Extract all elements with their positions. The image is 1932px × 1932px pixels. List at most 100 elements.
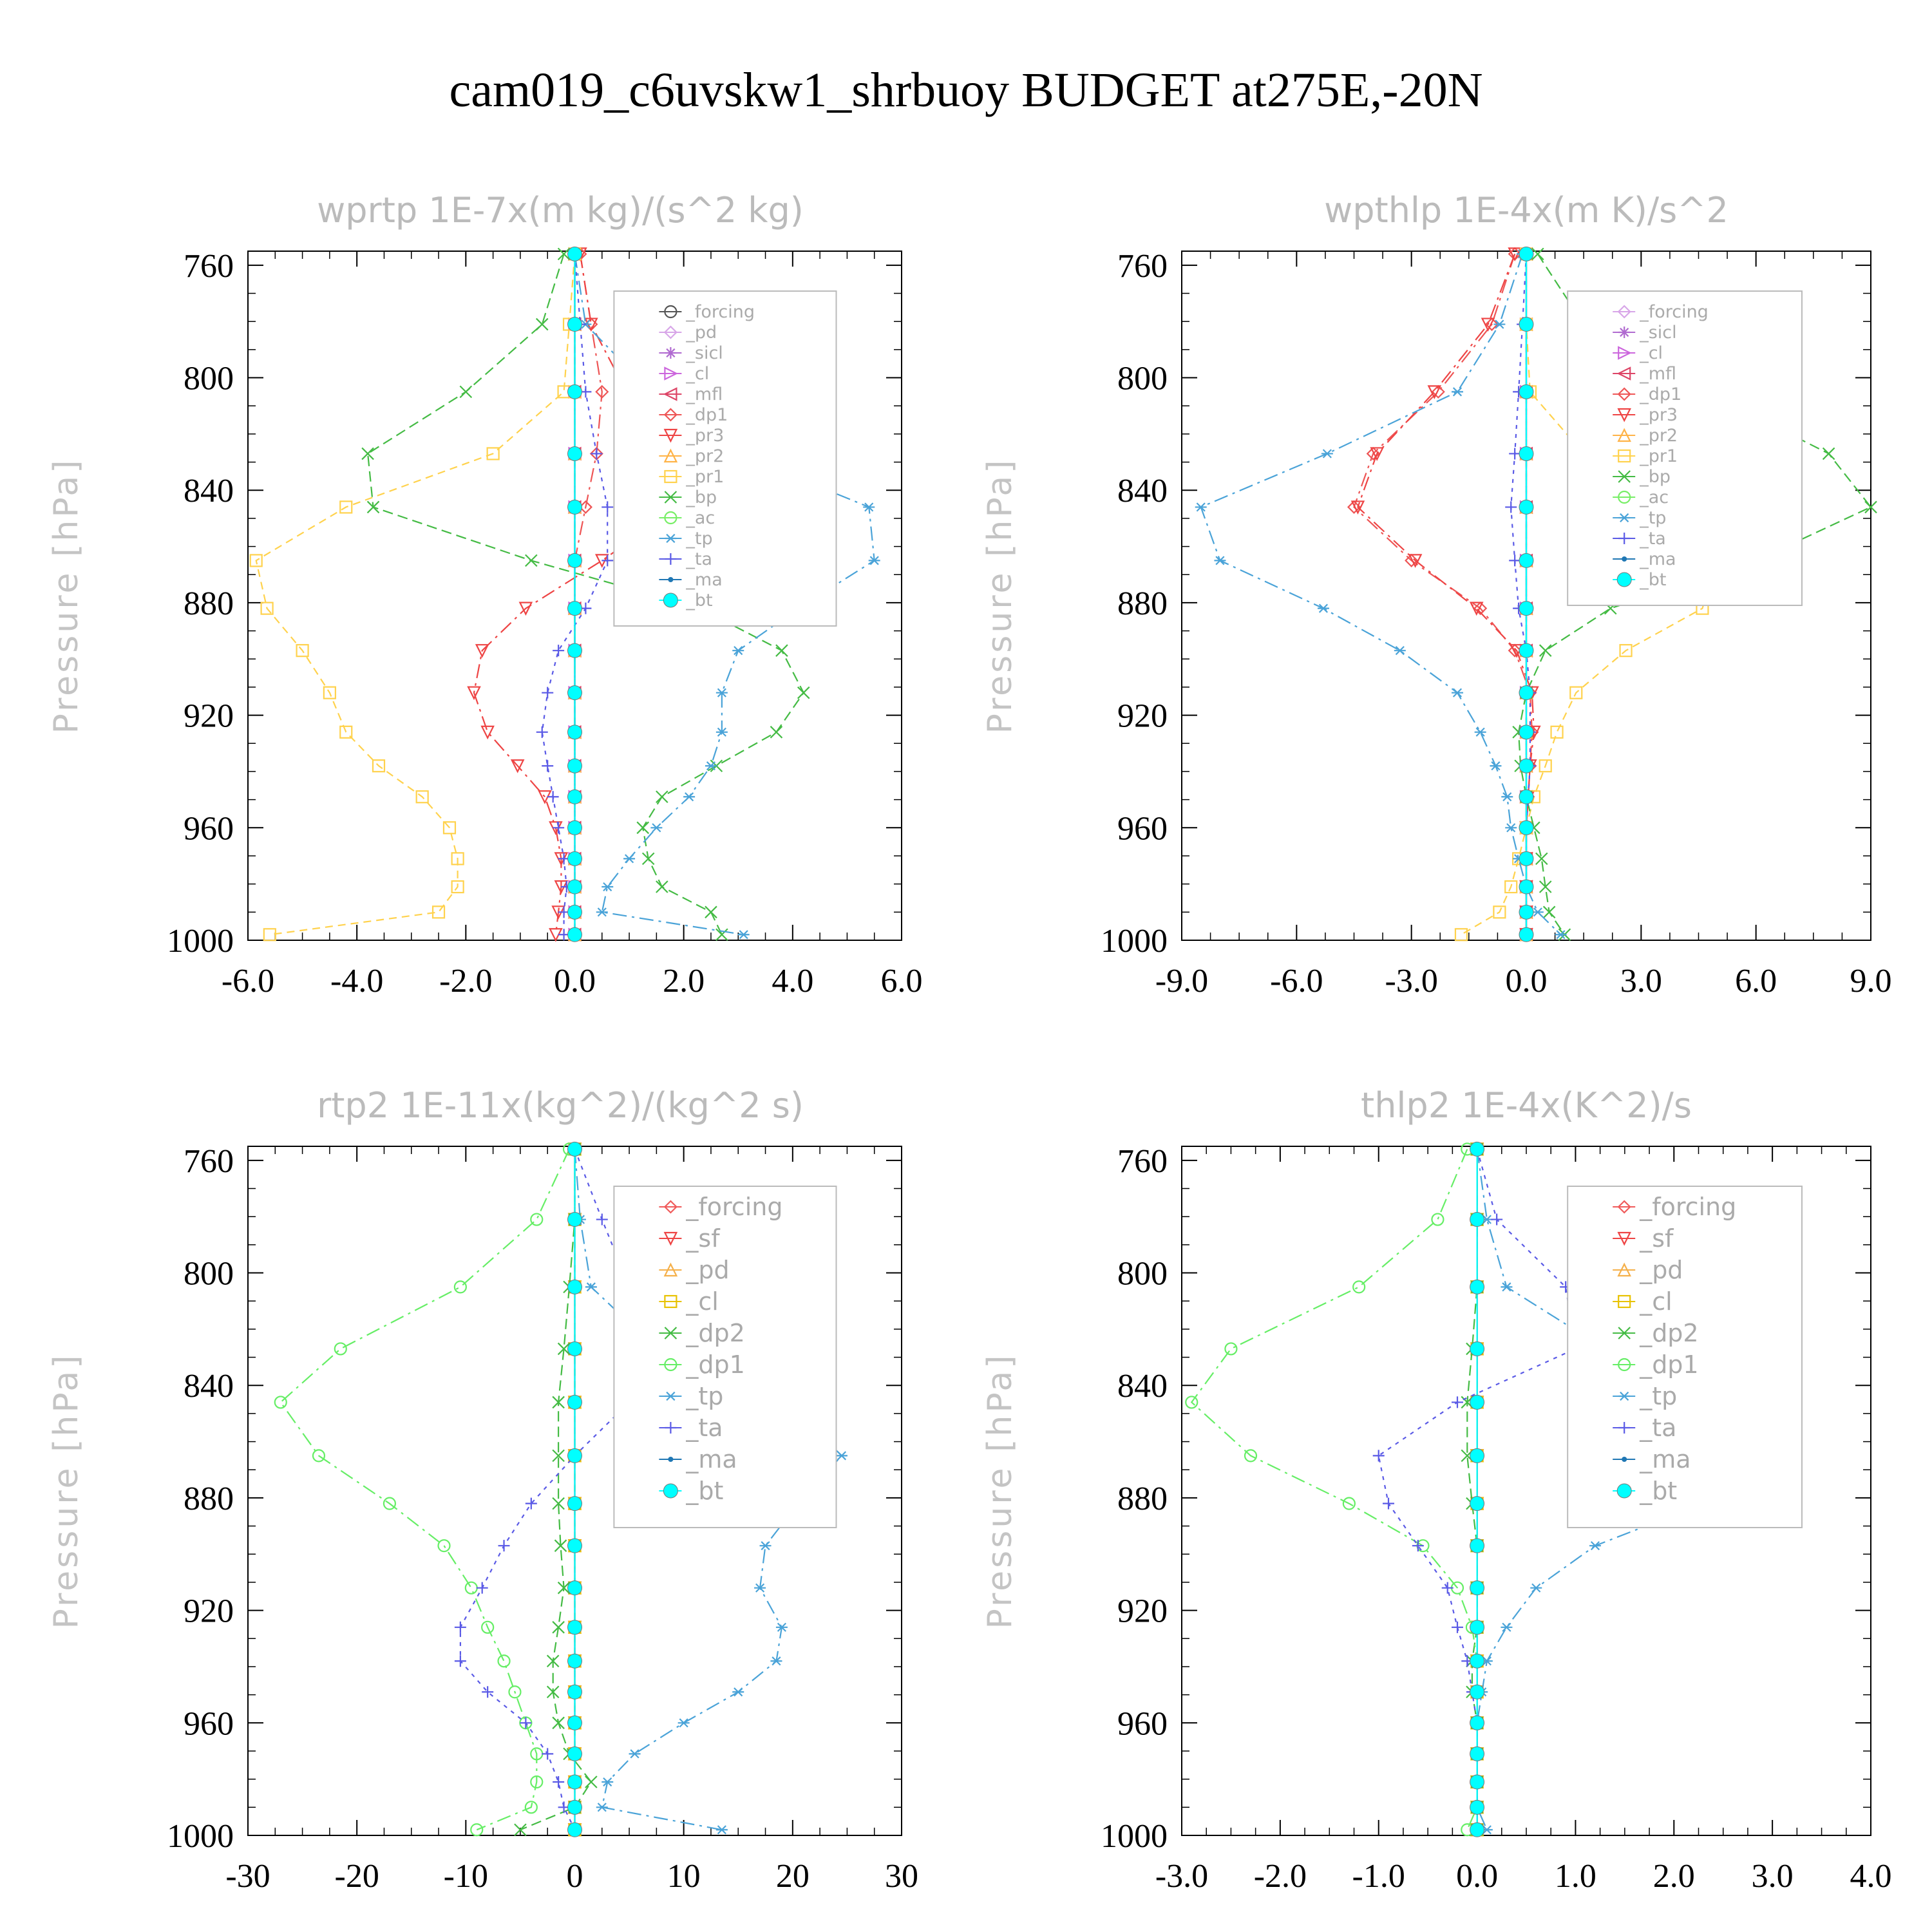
point_dp1-marker [497, 1654, 511, 1668]
x-tick-label: -2.0 [1254, 1858, 1307, 1895]
point_bt-marker [567, 1448, 582, 1463]
point_dp1-marker [312, 1449, 326, 1463]
legend-marker [1618, 533, 1631, 544]
point_dp2-marker [552, 1396, 565, 1409]
point_ta-marker [1452, 1396, 1463, 1408]
point_bp-marker [775, 644, 788, 657]
legend-label: _mfl [1639, 364, 1676, 384]
series_dp1 [1347, 247, 1539, 942]
legend-marker [664, 511, 677, 525]
point_dp1-marker [1405, 553, 1419, 567]
legend: _forcing _sf _pd _cl _dp2 _dp1 _tp _ta _ma _bt [613, 1186, 837, 1528]
point_bt-marker [1470, 1822, 1485, 1837]
point_tp-marker [683, 792, 696, 802]
legend-marker [1617, 1231, 1631, 1246]
series_ta [1505, 248, 1536, 941]
point_tp-marker [835, 1451, 848, 1461]
x-tick-label: 2.0 [663, 963, 705, 999]
point_tp-marker [596, 907, 608, 917]
panel-title: wprtp 1E-7x(m kg)/(s^2 kg) [317, 190, 804, 231]
point_ta-marker [601, 501, 614, 513]
series-line_pr1 [1461, 254, 1719, 936]
point_dp1-marker [1224, 1342, 1238, 1356]
legend-label: _ta [1639, 1414, 1676, 1442]
point_bp-marker [715, 928, 728, 942]
point_ta-marker [1509, 448, 1521, 460]
y-tick-label: 760 [1117, 1143, 1168, 1180]
point_ta-marker [1441, 1582, 1454, 1594]
point_bt-marker [1470, 1580, 1485, 1596]
point_bp-marker [1539, 644, 1552, 657]
legend-label: _ta [685, 1414, 723, 1442]
point_ta-marker [1505, 501, 1517, 513]
legend-marker [1622, 556, 1627, 562]
point_pr1-marker [415, 790, 429, 804]
y-axis-label: Pressure [hPa] [981, 1353, 1019, 1629]
point_tp-marker [732, 1687, 744, 1697]
legend-marker [1618, 1422, 1631, 1434]
point_tp-marker [715, 727, 728, 737]
point_bt-marker [1519, 820, 1534, 835]
point_bt-marker [567, 1580, 582, 1596]
legend-label: _dp1 [1639, 1350, 1698, 1379]
point_ta-marker [542, 760, 554, 772]
point_dp1-marker [1352, 1280, 1366, 1294]
legend-label: _ma [1639, 549, 1676, 569]
point_bp-marker [636, 821, 650, 835]
legend-marker [663, 1200, 677, 1214]
y-tick-label: 920 [1117, 698, 1168, 735]
point_tp-marker [596, 1803, 608, 1812]
point_bt-marker [1470, 1684, 1485, 1700]
legend-label: _cl [1639, 343, 1663, 363]
point_pr1-marker [339, 725, 353, 739]
point_ta-marker [536, 726, 548, 738]
point_bt-marker [567, 685, 582, 701]
point_bt-marker [1470, 1341, 1485, 1356]
point_dp1-marker [530, 1775, 544, 1789]
point_bp-marker [1542, 905, 1556, 919]
x-tick-label: 3.0 [1752, 1858, 1794, 1895]
legend-label: _pr1 [685, 467, 724, 487]
x-tick-label: 1.0 [1555, 1858, 1596, 1895]
point_pr3-marker [1408, 554, 1423, 568]
legend-label: _sicl [1639, 323, 1676, 343]
legend-marker [663, 448, 678, 463]
point_pr1-marker [431, 905, 446, 919]
point_bt-marker [567, 499, 582, 515]
legend-marker [664, 491, 677, 504]
y-tick-label: 960 [1117, 1705, 1168, 1742]
legend-label: _forcing [1639, 1193, 1736, 1221]
point_ta-marker [553, 1776, 565, 1788]
y-axis-label: Pressure [hPa] [47, 458, 86, 734]
point_bt-marker [567, 904, 582, 920]
point_tp-marker [1501, 1622, 1513, 1632]
point_bt-marker [567, 1715, 582, 1730]
legend-box [613, 1186, 837, 1528]
series-line_dp1 [1353, 254, 1533, 935]
figure-title: cam019_c6uvskw1_shrbuoy BUDGET at275E,-2… [450, 63, 1483, 117]
point_pr3-marker [518, 601, 533, 616]
point_bp-marker [366, 500, 380, 514]
point_pr1-marker [1550, 725, 1564, 739]
point_bp-marker [535, 317, 549, 331]
legend-marker [663, 325, 677, 339]
point_bt-marker [567, 1620, 582, 1635]
legend-label: _ac [685, 508, 715, 528]
legend-box [1567, 290, 1803, 606]
y-axis-label: Pressure [hPa] [981, 458, 1019, 734]
point_ta-marker [1412, 1540, 1424, 1552]
point_dp2-marker [554, 1539, 567, 1552]
legend-marker [664, 1358, 677, 1372]
point_bp-marker [656, 790, 668, 804]
point_ta-marker [454, 1621, 466, 1633]
point_pr1-marker [1619, 644, 1633, 658]
point_tp-marker [629, 1749, 641, 1759]
point_tp-marker [1501, 1282, 1513, 1292]
legend-label: _pd [1639, 1256, 1683, 1284]
point_pr3-marker [1350, 500, 1365, 515]
series_bt [567, 246, 582, 942]
point_bt-marker [567, 851, 582, 866]
point_pr1-marker [249, 554, 263, 567]
series-line_dp1 [279, 1148, 570, 1831]
y-tick-label: 760 [1117, 248, 1168, 285]
